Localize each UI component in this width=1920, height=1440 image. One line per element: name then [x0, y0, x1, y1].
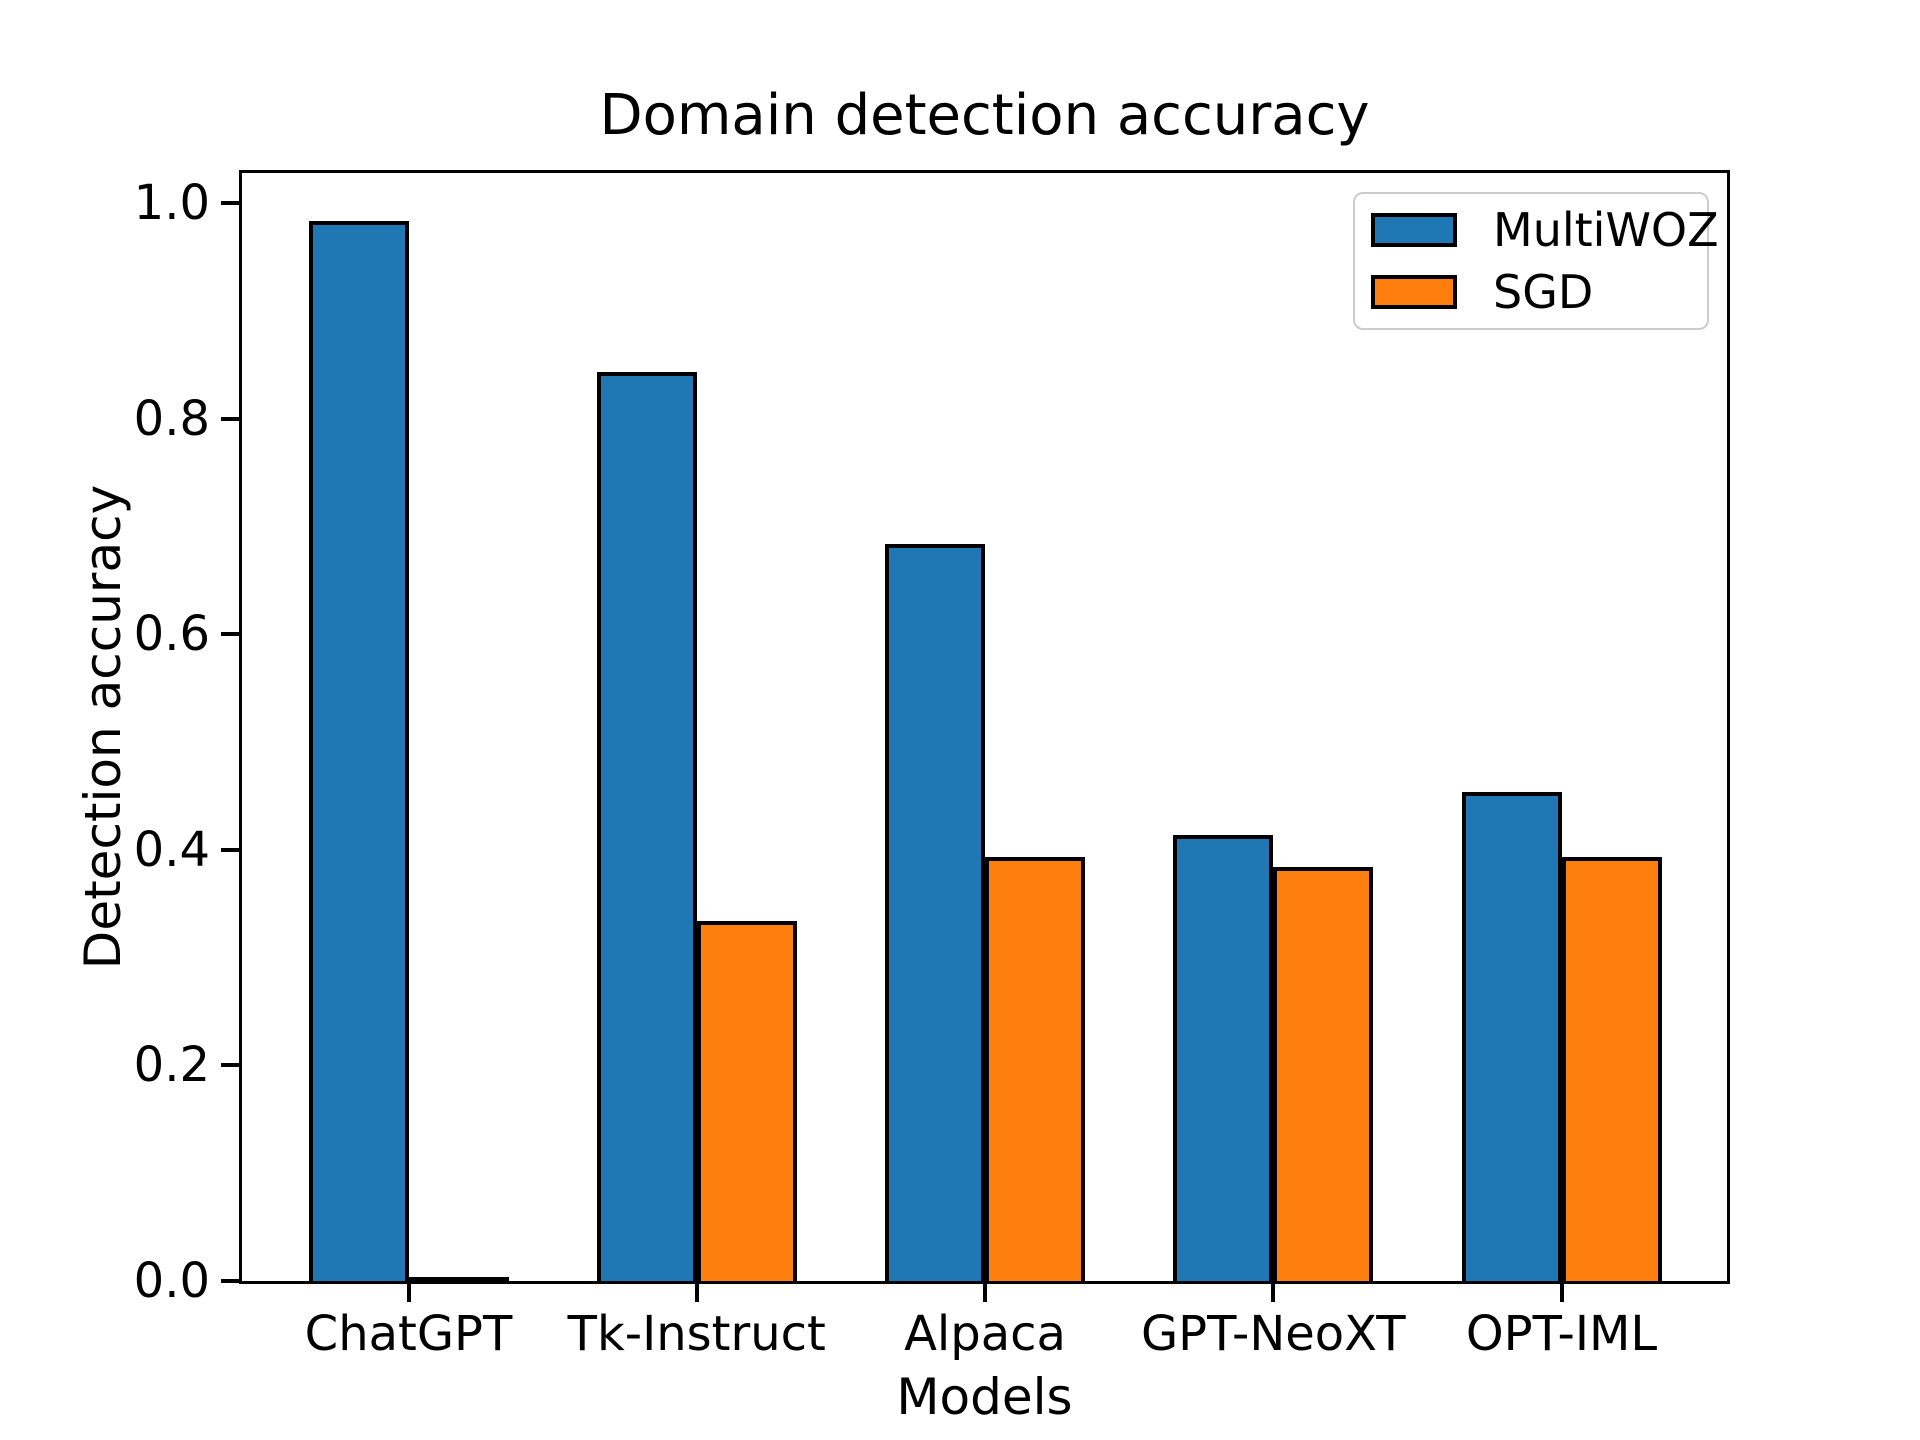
x-tick-label-OPT-IML: OPT-IML	[1465, 1306, 1658, 1362]
y-tick-0.0	[221, 1279, 239, 1283]
legend-swatch-sgd	[1371, 275, 1457, 309]
x-tick-GPT-NeoXT	[1271, 1284, 1276, 1302]
y-tick-0.8	[221, 416, 239, 421]
x-axis-label: Models	[896, 1368, 1073, 1426]
y-tick-label-0.0: 0.0	[133, 1253, 210, 1309]
legend-label-sgd: SGD	[1493, 265, 1594, 319]
y-tick-label-0.4: 0.4	[133, 821, 210, 878]
y-tick-1.0	[221, 201, 239, 206]
y-axis-label: Detection accuracy	[74, 484, 132, 970]
y-tick-label-0.6: 0.6	[133, 606, 210, 663]
x-tick-label-GPT-NeoXT: GPT-NeoXT	[1140, 1306, 1406, 1362]
y-tick-0.4	[221, 847, 239, 852]
bar-sgd-chatgpt	[408, 1277, 509, 1281]
legend-swatch-multiwoz	[1371, 213, 1457, 247]
x-tick-label-ChatGPT: ChatGPT	[304, 1306, 513, 1362]
x-tick-label-Tk-Instruct: Tk-Instruct	[567, 1306, 826, 1362]
y-tick-label-1.0: 1.0	[133, 175, 210, 232]
legend: MultiWOZ SGD	[1353, 192, 1719, 330]
plot-area	[239, 170, 1730, 1284]
bar-sgd-gpt-neoxt	[1273, 867, 1374, 1281]
bar-multiwoz-tk-instruct	[596, 371, 697, 1281]
bar-sgd-tk-instruct	[696, 921, 797, 1281]
bar-multiwoz-opt-iml	[1461, 791, 1562, 1281]
x-tick-Alpaca	[983, 1284, 987, 1302]
y-tick-0.6	[221, 632, 239, 637]
x-tick-Tk-Instruct	[694, 1284, 699, 1302]
y-tick-0.2	[221, 1063, 239, 1068]
bar-sgd-alpaca	[985, 856, 1085, 1281]
y-tick-label-0.2: 0.2	[133, 1037, 210, 1094]
bar-sgd-opt-iml	[1561, 856, 1662, 1281]
bar-multiwoz-alpaca	[885, 544, 985, 1281]
legend-label-multiwoz: MultiWOZ	[1493, 203, 1719, 257]
y-tick-label-0.8: 0.8	[133, 390, 210, 447]
x-tick-OPT-IML	[1559, 1284, 1564, 1302]
bar-multiwoz-gpt-neoxt	[1173, 835, 1274, 1281]
x-tick-label-Alpaca: Alpaca	[904, 1306, 1066, 1362]
chart-title: Domain detection accuracy	[599, 83, 1370, 148]
x-tick-ChatGPT	[406, 1284, 411, 1302]
legend-item-multiwoz: MultiWOZ	[1371, 207, 1719, 253]
bar-multiwoz-chatgpt	[308, 220, 409, 1281]
legend-item-sgd: SGD	[1371, 269, 1707, 315]
